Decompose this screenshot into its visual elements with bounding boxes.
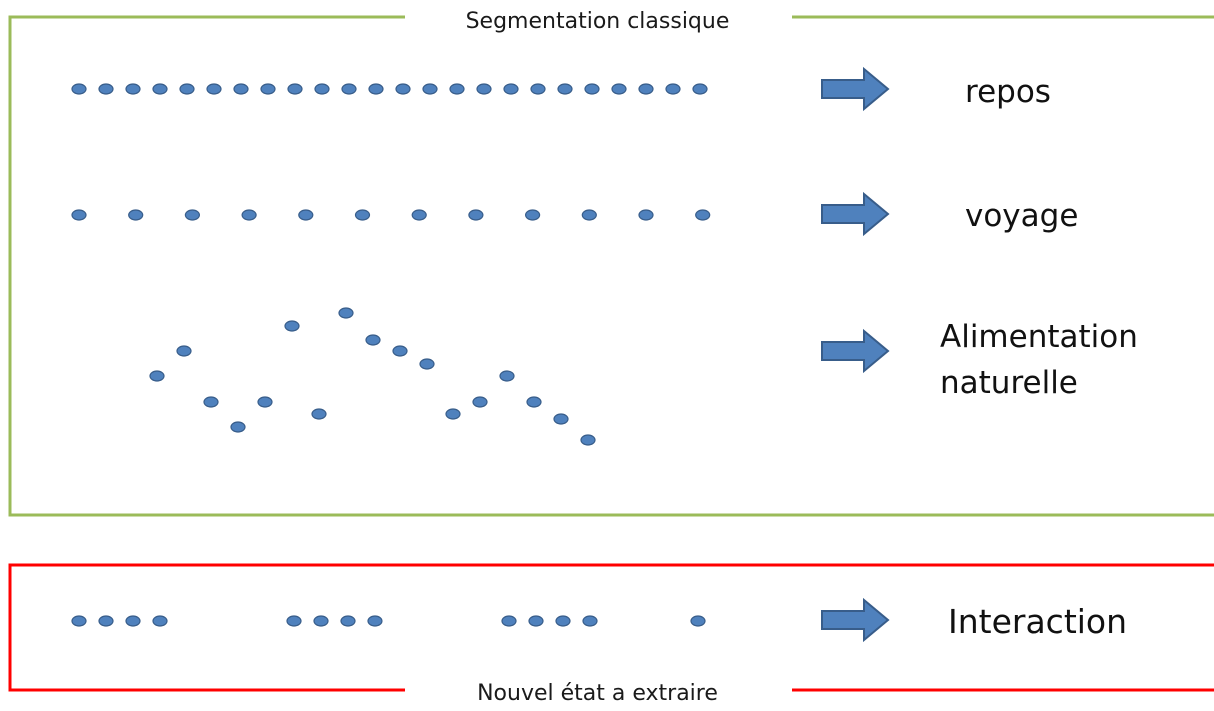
gps-point-icon <box>526 396 542 408</box>
right-arrow-icon <box>821 597 890 643</box>
state-label-repos: repos <box>965 74 1051 110</box>
classic-frame-title: Segmentation classique <box>405 8 790 36</box>
gps-point-icon <box>665 83 681 95</box>
classic-segmentation-frame <box>8 15 1214 517</box>
state-label-alimentation: Alimentation naturelle <box>940 314 1138 406</box>
interaction-trajectory-points <box>71 615 706 627</box>
gps-point-icon <box>176 345 192 357</box>
gps-point-icon <box>528 615 544 627</box>
gps-point-icon <box>203 396 219 408</box>
gps-point-icon <box>611 83 627 95</box>
gps-point-icon <box>555 615 571 627</box>
gps-point-icon <box>449 83 465 95</box>
gps-point-icon <box>690 615 706 627</box>
classic-frame-left-border <box>8 15 1214 517</box>
gps-point-icon <box>152 615 168 627</box>
gps-point-icon <box>340 615 356 627</box>
gps-point-icon <box>286 615 302 627</box>
gps-point-icon <box>472 396 488 408</box>
gps-point-icon <box>149 370 165 382</box>
gps-point-icon <box>582 615 598 627</box>
gps-point-icon <box>395 83 411 95</box>
gps-point-icon <box>313 615 329 627</box>
gps-point-icon <box>354 209 371 221</box>
gps-point-icon <box>284 320 300 332</box>
gps-point-icon <box>179 83 195 95</box>
gps-point-icon <box>692 83 708 95</box>
gps-point-icon <box>503 83 519 95</box>
gps-point-icon <box>419 358 435 370</box>
gps-point-icon <box>71 615 87 627</box>
gps-point-icon <box>98 615 114 627</box>
new-state-frame-title: Nouvel état a extraire <box>405 680 790 708</box>
gps-point-icon <box>476 83 492 95</box>
gps-point-icon <box>581 209 597 221</box>
gps-point-icon <box>524 209 541 221</box>
state-label-alimentation-line2: naturelle <box>940 365 1078 401</box>
gps-point-icon <box>365 334 381 346</box>
gps-point-icon <box>184 209 200 221</box>
state-label-interaction: Interaction <box>948 602 1128 641</box>
right-arrow-icon <box>821 328 890 374</box>
gps-point-icon <box>98 83 114 95</box>
gps-point-icon <box>311 408 327 420</box>
arrows <box>821 66 890 643</box>
gps-point-icon <box>125 83 141 95</box>
state-label-alimentation-line1: Alimentation <box>940 319 1138 355</box>
gps-point-icon <box>445 408 461 420</box>
gps-point-icon <box>411 209 427 221</box>
gps-point-icon <box>468 209 484 221</box>
gps-point-icon <box>128 209 144 221</box>
gps-point-icon <box>499 370 515 382</box>
gps-point-icon <box>314 83 330 95</box>
gps-point-icon <box>530 83 546 95</box>
gps-point-icon <box>230 421 246 433</box>
gps-point-icon <box>368 83 384 95</box>
repos-trajectory-points <box>71 83 708 95</box>
gps-point-icon <box>125 615 141 627</box>
gps-point-icon <box>638 209 654 221</box>
gps-point-icon <box>341 83 357 95</box>
gps-point-icon <box>557 83 573 95</box>
alimentation-trajectory-points <box>149 307 596 446</box>
gps-point-icon <box>338 307 354 319</box>
gps-point-icon <box>287 83 303 95</box>
gps-point-icon <box>152 83 168 95</box>
gps-point-icon <box>422 83 438 95</box>
gps-point-icon <box>584 83 600 95</box>
gps-point-icon <box>392 345 408 357</box>
gps-point-icon <box>71 209 87 221</box>
gps-point-icon <box>695 209 711 221</box>
right-arrow-icon <box>821 191 890 237</box>
gps-point-icon <box>580 434 596 446</box>
state-label-voyage: voyage <box>965 198 1079 234</box>
right-arrow-icon <box>821 66 890 112</box>
gps-point-icon <box>260 83 276 95</box>
new-state-frame-left-border <box>8 563 1214 692</box>
gps-point-icon <box>206 83 222 95</box>
gps-point-icon <box>298 209 314 221</box>
gps-point-icon <box>233 83 249 95</box>
gps-point-icon <box>71 83 87 95</box>
voyage-trajectory-points <box>71 209 711 221</box>
new-state-frame <box>8 563 1214 692</box>
gps-point-icon <box>257 396 273 408</box>
gps-point-icon <box>241 209 257 221</box>
gps-point-icon <box>501 615 517 627</box>
gps-point-icon <box>553 413 569 425</box>
gps-point-icon <box>367 615 383 627</box>
gps-point-icon <box>638 83 654 95</box>
